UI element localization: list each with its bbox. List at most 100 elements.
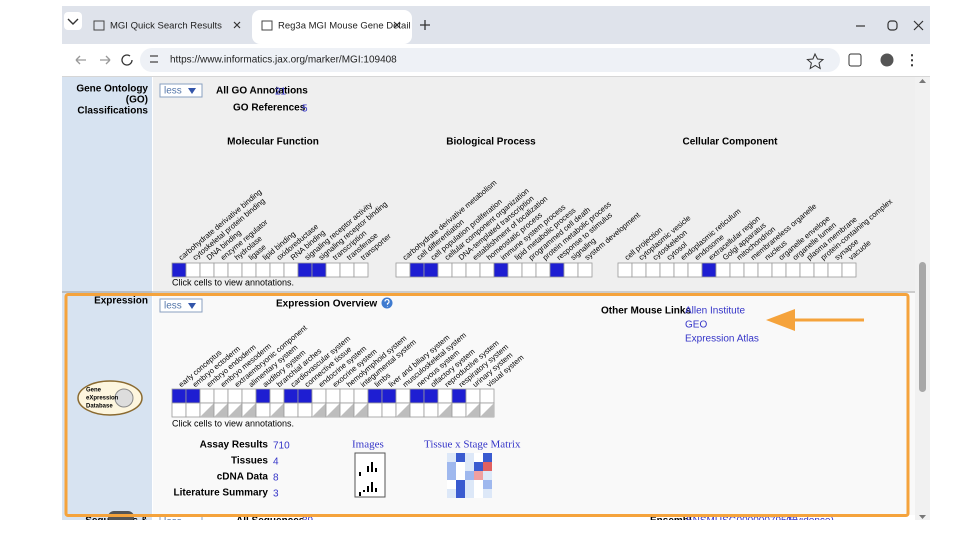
toggle-label[interactable]: less [164,86,182,97]
matrix-thumbnail-cell[interactable] [483,480,492,489]
matrix-thumbnail-cell[interactable] [474,480,483,489]
toggle-button[interactable] [159,83,203,98]
matrix-thumbnail-cell[interactable] [456,480,465,489]
grid-cell[interactable] [729,262,745,278]
active-tab[interactable] [252,10,412,44]
grid-cell[interactable] [423,388,439,404]
grid-cell[interactable] [199,388,215,404]
matrix-thumbnail-cell[interactable] [483,453,492,462]
address-bar[interactable] [140,48,840,72]
grid-cell[interactable] [799,262,815,278]
grid-cell[interactable] [701,262,717,278]
grid-cell[interactable] [367,402,383,418]
forward[interactable] [100,55,111,65]
ensembl-link[interactable]: ENSMUSG00000079516 [686,516,798,527]
grid-cell[interactable] [297,262,313,278]
matrix-thumbnail-cell[interactable] [447,480,456,489]
grid-cell[interactable] [451,402,467,418]
grid-cell[interactable] [171,262,187,278]
toggle-label[interactable]: less [164,301,182,312]
matrix-thumbnail-cell[interactable] [465,489,474,498]
grid-cell[interactable] [325,388,341,404]
matrix-thumbnail-cell[interactable] [465,480,474,489]
grid-cell[interactable] [645,262,661,278]
grid-cell[interactable] [631,262,647,278]
reload[interactable] [121,54,133,66]
profile[interactable] [880,53,894,67]
grid-cell[interactable] [563,262,579,278]
grid-cell[interactable] [185,388,201,404]
matrix-thumbnail-cell[interactable] [456,453,465,462]
grid-cell[interactable] [213,262,229,278]
grid-cell[interactable] [465,388,481,404]
images-link[interactable]: Images [352,439,384,451]
summary-value[interactable]: 8 [273,473,279,484]
matrix-thumbnail-cell[interactable] [483,471,492,480]
tab-close[interactable] [393,21,401,29]
grid-cell[interactable] [521,262,537,278]
grid-cell[interactable] [577,262,593,278]
grid-cell[interactable] [241,388,257,404]
summary-value[interactable]: 4 [273,457,279,468]
grid-cell[interactable] [437,262,453,278]
matrix-thumbnail-cell[interactable] [447,471,456,480]
grid-cell[interactable] [297,402,313,418]
grid-cell[interactable] [255,402,271,418]
grid-cell[interactable] [381,402,397,418]
grid-cell[interactable] [171,388,187,404]
close-window[interactable] [913,20,924,31]
summary-value[interactable]: 3 [273,489,279,500]
grid-cell[interactable] [255,388,271,404]
external-link[interactable]: Expression Atlas [685,334,759,345]
help-icon[interactable] [381,297,393,309]
evidence-link[interactable]: (Evidence) [786,516,834,527]
grid-cell[interactable] [283,262,299,278]
grid-cell[interactable] [297,388,313,404]
grid-cell[interactable] [213,388,229,404]
matrix-link[interactable]: Tissue x Stage Matrix [424,439,521,451]
summary-value[interactable]: 39 [302,516,314,527]
grid-cell[interactable] [269,388,285,404]
grid-cell[interactable] [409,388,425,404]
grid-cell[interactable] [185,402,201,418]
grid-cell[interactable] [507,262,523,278]
grid-cell[interactable] [325,262,341,278]
grid-cell[interactable] [227,262,243,278]
grid-cell[interactable] [743,262,759,278]
bookmark-star[interactable] [806,52,825,70]
grid-cell[interactable] [673,262,689,278]
matrix-thumbnail-cell[interactable] [474,471,483,480]
tab-close[interactable] [233,21,241,29]
grid-cell[interactable] [437,388,453,404]
grid-cell[interactable] [465,262,481,278]
url[interactable]: https://www.informatics.jax.org/marker/M… [170,55,397,66]
site-info[interactable] [150,55,158,63]
grid-cell[interactable] [367,388,383,404]
grid-cell[interactable] [757,262,773,278]
grid-cell[interactable] [171,402,187,418]
grid-cell[interactable] [493,262,509,278]
grid-cell[interactable] [381,388,397,404]
matrix-thumbnail-cell[interactable] [483,489,492,498]
matrix-thumbnail-cell[interactable] [474,462,483,471]
grid-cell[interactable] [395,262,411,278]
matrix-thumbnail-cell[interactable] [456,471,465,480]
grid-cell[interactable] [841,262,857,278]
matrix-thumbnail-cell[interactable] [447,453,456,462]
grid-cell[interactable] [535,262,551,278]
grid-cell[interactable] [479,262,495,278]
grid-cell[interactable] [409,262,425,278]
grid-cell[interactable] [283,402,299,418]
matrix-thumbnail-cell[interactable] [456,462,465,471]
grid-cell[interactable] [227,388,243,404]
grid-cell[interactable] [269,262,285,278]
matrix-thumbnail-cell[interactable] [447,462,456,471]
grid-cell[interactable] [353,262,369,278]
matrix-thumbnail-cell[interactable] [456,489,465,498]
grid-cell[interactable] [827,262,843,278]
grid-cell[interactable] [813,262,829,278]
grid-cell[interactable] [241,262,257,278]
grid-cell[interactable] [549,262,565,278]
grid-cell[interactable] [339,388,355,404]
grid-cell[interactable] [255,262,271,278]
